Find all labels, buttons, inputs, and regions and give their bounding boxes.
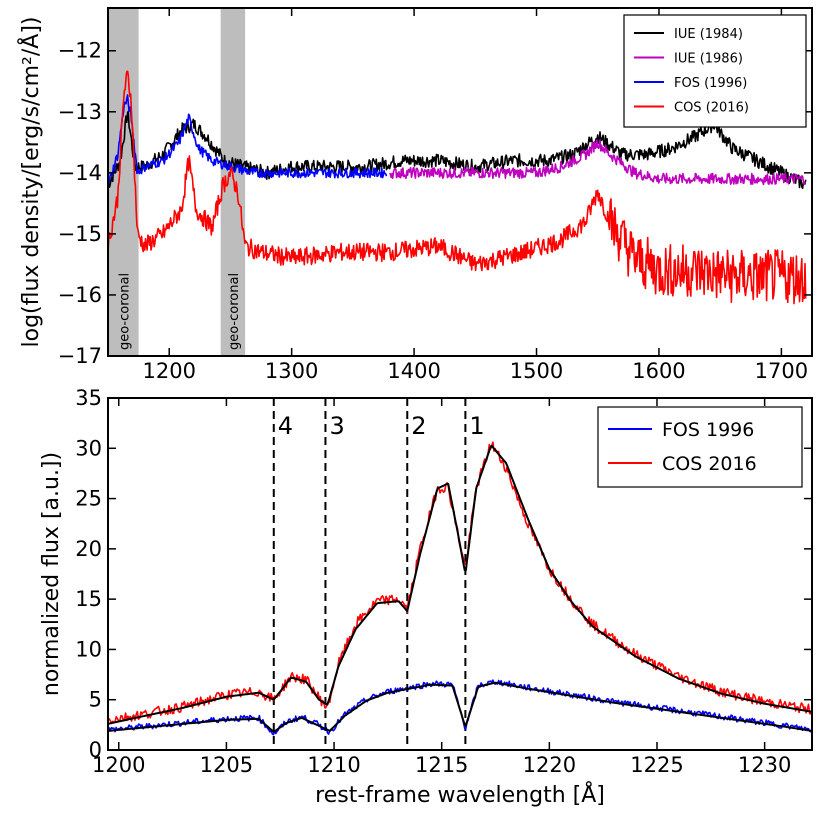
legend-box xyxy=(597,406,803,488)
series-line xyxy=(108,94,388,185)
x-tick-label: 1300 xyxy=(265,359,318,383)
y-tick-label: 35 xyxy=(75,386,102,410)
plot-frame xyxy=(107,397,813,751)
x-tick-label: 1220 xyxy=(523,753,576,777)
x-tick-label: 1400 xyxy=(387,359,440,383)
plot-frame xyxy=(107,7,813,357)
bottom-panel: 4 3 2 1 1200 1205 1210 1215 1220 1225 1230 0 5 10 15 20… xyxy=(39,386,813,808)
top-panel: geo-coronal geo-coronal 1200 1300 1400 1500 16… xyxy=(17,7,813,383)
y-tick-label: 25 xyxy=(75,487,102,511)
x-tick-label: 1210 xyxy=(307,753,360,777)
y-axis-label: normalized flux [a.u.]) xyxy=(39,452,64,696)
x-tick-label: 1200 xyxy=(92,753,145,777)
y-tick-label: 10 xyxy=(75,637,102,661)
legend-label: FOS 1996 xyxy=(662,419,754,441)
feature-label: 3 xyxy=(329,412,344,440)
y-tick-label: −15 xyxy=(58,222,102,246)
legend-label: COS (2016) xyxy=(674,101,749,116)
band-label: geo-coronal xyxy=(117,273,132,350)
y-axis-label: log(flux density/[erg/s/cm²/Å]) xyxy=(17,16,44,347)
x-tick-label: 1215 xyxy=(415,753,468,777)
x-axis-label: rest-frame wavelength [Å] xyxy=(315,781,605,808)
x-tick-label: 1600 xyxy=(632,359,685,383)
x-tick-label: 1200 xyxy=(142,359,195,383)
plot-area xyxy=(108,398,812,750)
feature-label: 1 xyxy=(469,412,484,440)
x-tick-label: 1500 xyxy=(510,359,563,383)
series-line xyxy=(108,681,812,733)
legend-label: FOS (1996) xyxy=(674,76,747,91)
y-tick-label: −13 xyxy=(58,100,102,124)
x-tick-label: 1700 xyxy=(755,359,808,383)
series-line xyxy=(388,139,806,186)
legend-label: COS 2016 xyxy=(662,453,757,475)
band-label: geo-coronal xyxy=(227,273,242,350)
y-tick-label: −16 xyxy=(58,283,102,307)
feature-label: 4 xyxy=(278,412,293,440)
x-tick-label: 1205 xyxy=(200,753,253,777)
series-line xyxy=(108,70,807,305)
legend-label: IUE (1986) xyxy=(674,52,743,67)
x-tick-label: 1230 xyxy=(738,753,791,777)
feature-label: 2 xyxy=(411,412,426,440)
y-tick-label: −12 xyxy=(58,39,102,63)
x-tick-label: 1225 xyxy=(630,753,683,777)
y-tick-label: 30 xyxy=(75,436,102,460)
y-tick-label: −17 xyxy=(58,344,102,368)
legend-label: IUE (1984) xyxy=(674,27,743,42)
y-tick-label: 15 xyxy=(75,587,102,611)
series-line xyxy=(108,110,807,189)
y-tick-label: 20 xyxy=(75,537,102,561)
plot-area xyxy=(108,8,807,356)
series-line xyxy=(108,444,812,725)
y-tick-label: 0 xyxy=(89,738,102,762)
y-tick-label: 5 xyxy=(89,688,102,712)
y-tick-label: −14 xyxy=(58,161,102,185)
